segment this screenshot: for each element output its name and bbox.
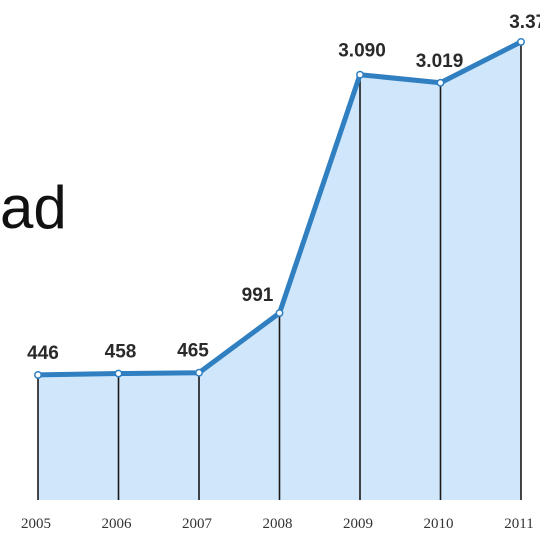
x-tick-label-2008: 2008: [263, 516, 293, 532]
area-fill: [38, 41, 521, 501]
area-layer: [38, 41, 521, 501]
data-label-2009: 3.090: [338, 41, 386, 62]
x-tick-label-2006: 2006: [102, 516, 133, 532]
x-tick-label-2005: 2005: [21, 516, 51, 532]
data-label-2008: 991: [242, 285, 274, 306]
data-label-2010: 3.019: [416, 51, 464, 72]
data-point-2007: [195, 368, 203, 377]
data-point-2010: [436, 78, 445, 87]
drop-lines: [37, 41, 522, 500]
x-tick-label-2010: 2010: [424, 516, 454, 532]
data-label-2007: 465: [177, 341, 209, 362]
x-tick-label-2009: 2009: [343, 516, 373, 532]
data-point-2008: [275, 309, 284, 317]
x-tick-label-2011: 2011: [504, 516, 533, 532]
cropped-text-fragment: ad: [0, 174, 67, 241]
data-label-2006: 458: [105, 342, 137, 363]
data-label-2011: 3.379: [509, 12, 540, 33]
data-labels: 446 458 465 991 3.090 3.019 3.379: [27, 12, 540, 364]
data-label-2005: 446: [27, 343, 59, 364]
x-axis-ticks: 2005 2006 2007 2008 2009 2010 2011: [21, 516, 534, 532]
data-points: [34, 37, 525, 379]
data-point-2011: [517, 37, 525, 46]
data-point-2006: [114, 369, 123, 378]
x-tick-label-2007: 2007: [182, 516, 213, 532]
data-point-2005: [34, 370, 42, 379]
data-point-2009: [356, 70, 364, 79]
